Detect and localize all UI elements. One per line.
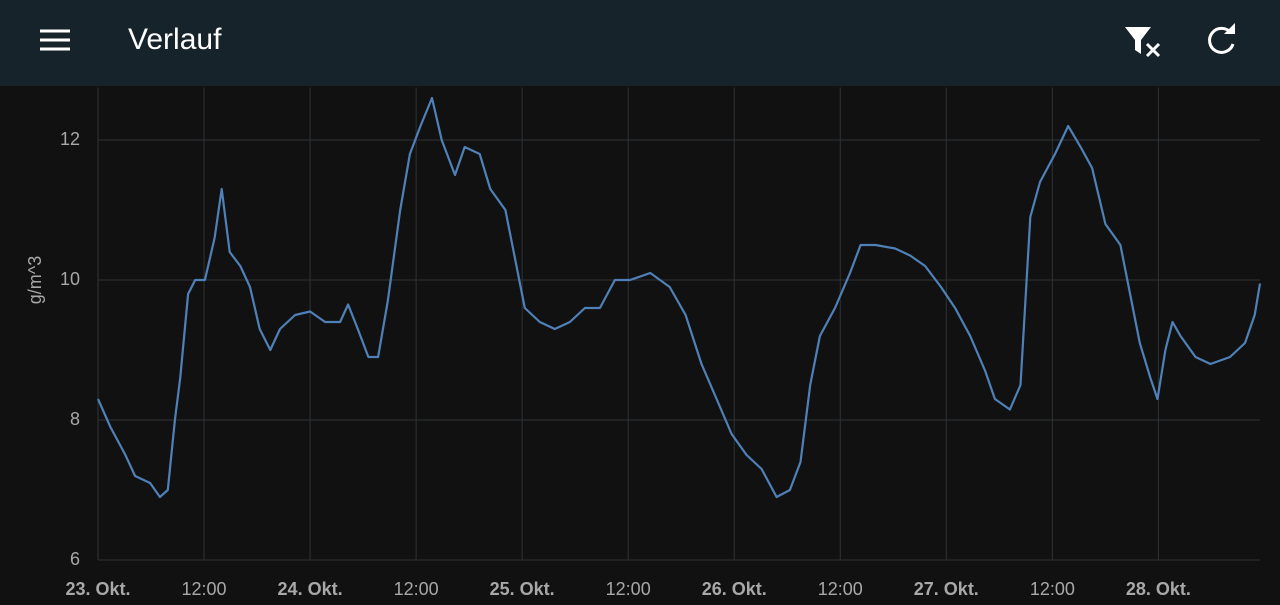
x-tick-label: 12:00 (394, 579, 439, 599)
x-tick-label: 12:00 (606, 579, 651, 599)
app-bar (0, 0, 1280, 86)
refresh-button[interactable] (1208, 23, 1235, 54)
x-icon (1145, 42, 1161, 58)
data-line (96, 96, 1262, 499)
menu-button[interactable] (40, 29, 70, 51)
plot: 6 8 10 12 23. Okt. 12:00 24. Okt. 12:00 25. Okt.… (25, 87, 1262, 599)
x-tick-label: 12:00 (1030, 579, 1075, 599)
x-tick-label: 12:00 (818, 579, 863, 599)
x-tick-label: 25. Okt. (490, 579, 555, 599)
x-tick-label: 27. Okt. (914, 579, 979, 599)
x-tick-label: 26. Okt. (702, 579, 767, 599)
y-axis-label: g/m^3 (25, 256, 45, 304)
refresh-arc (1208, 26, 1235, 54)
y-tick-label: 10 (60, 269, 80, 289)
x-tick-label: 23. Okt. (65, 579, 130, 599)
filter-icon (1125, 27, 1151, 54)
x-tick-label: 12:00 (182, 579, 227, 599)
y-tick-label: 8 (70, 409, 80, 429)
y-tick-label: 6 (70, 549, 80, 569)
page-title: Verlauf (128, 23, 222, 56)
x-tick-label: 24. Okt. (278, 579, 343, 599)
clear-filter-button[interactable] (1125, 27, 1161, 58)
x-tick-label: 28. Okt. (1126, 579, 1191, 599)
y-tick-label: 12 (60, 129, 80, 149)
refresh-arrow (1224, 23, 1235, 34)
